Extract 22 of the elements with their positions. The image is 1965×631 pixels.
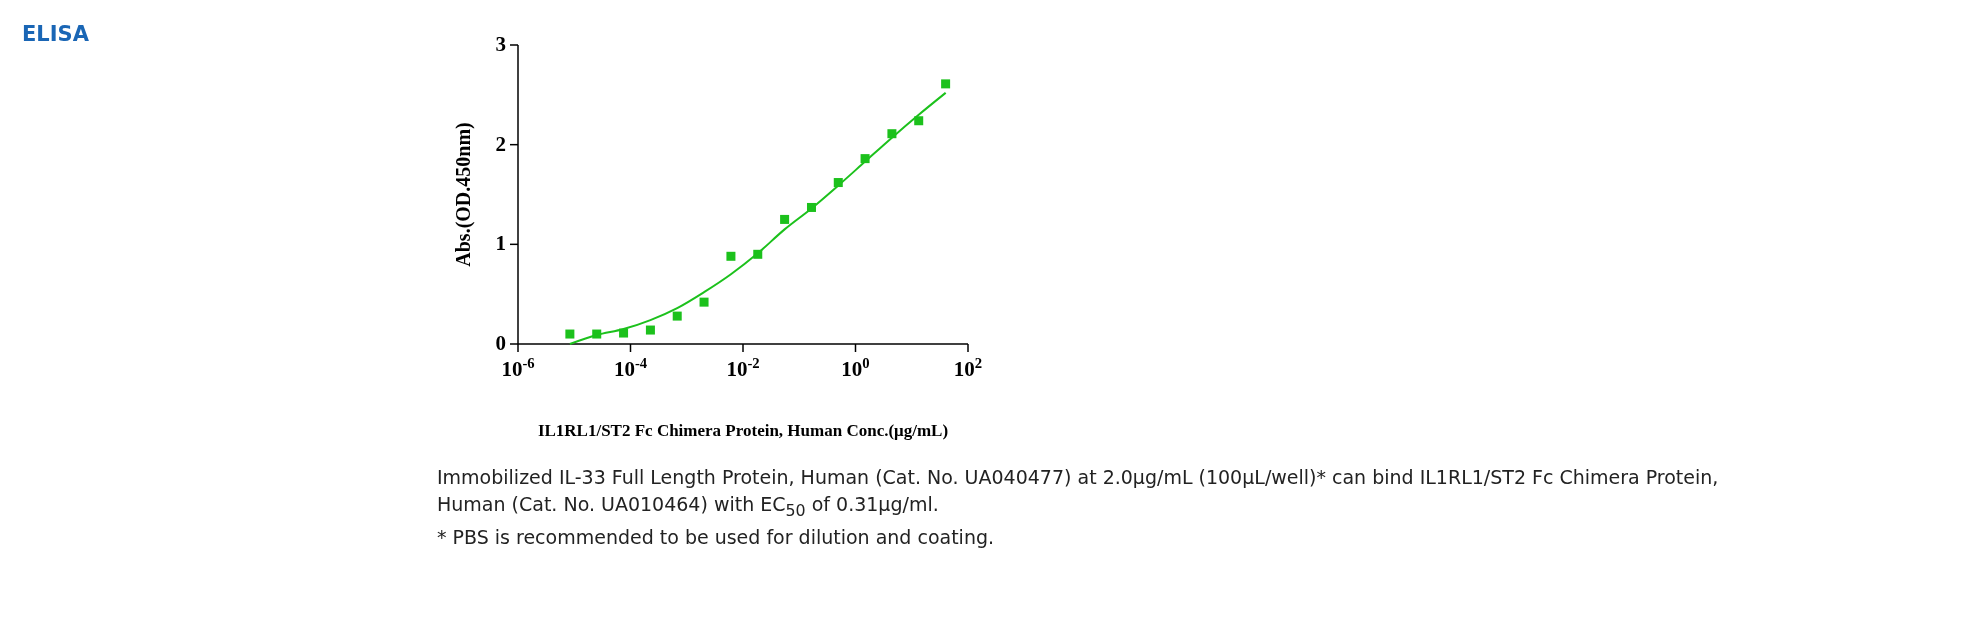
y-tick-label: 2 [495, 131, 506, 156]
point [672, 311, 682, 321]
line-series [568, 91, 947, 345]
point [780, 214, 790, 224]
point [726, 251, 736, 261]
y-axis-title: Abs.(OD.450nm) [452, 122, 475, 267]
x-tick-label: 10$^{2}$ [953, 355, 983, 381]
x-tick-label: 10$^{-4}$ [613, 355, 648, 381]
point [645, 325, 655, 335]
x-tick-label: 10$^{-2}$ [726, 355, 760, 381]
y-tick-label: 0 [495, 331, 506, 355]
x-tick-label: 10$^{-6}$ [501, 355, 535, 381]
text: Immobilized IL-33 Full Length Protein, Human (Cat. No. UA040477) at 2.0μg/mL (100μL/well)* can bind IL1RL1/ST2 Fc Chimera Protein, Human (Cat. No. UA010464) with EC$_{50}$ of 0.31μg/ml. [437, 465, 1720, 522]
y-tick-label: 3 [495, 32, 506, 56]
point [565, 329, 575, 339]
text: * PBS is recommended to be used for dilution and coating. [437, 524, 996, 550]
text: ELISA [22, 22, 89, 46]
y-tick-label: 1 [495, 231, 506, 256]
x-axis-title: IL1RL1/ST2 Fc Chimera Protein, Human Conc.(μg/mL) [537, 421, 949, 440]
point [699, 297, 709, 307]
x-tick-label: 10$^{0}$ [841, 355, 870, 381]
point [941, 79, 951, 89]
